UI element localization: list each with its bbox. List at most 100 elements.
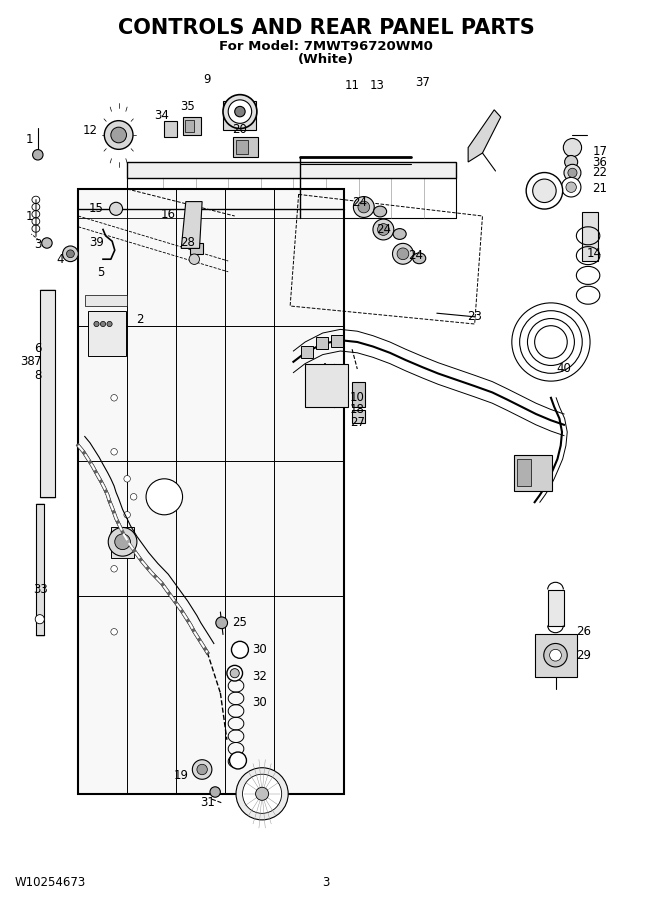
Text: 19: 19 (173, 770, 189, 782)
Text: (White): (White) (298, 53, 354, 67)
Bar (517, 459, 531, 486)
Circle shape (544, 644, 567, 667)
Circle shape (33, 149, 43, 160)
Circle shape (230, 752, 246, 769)
Circle shape (115, 534, 130, 550)
Bar (88, 310, 126, 356)
Circle shape (526, 173, 563, 209)
Text: 4: 4 (56, 253, 64, 266)
Bar (85, 295, 127, 306)
Text: 1: 1 (25, 133, 33, 146)
Text: 28: 28 (181, 237, 195, 249)
Bar (582, 212, 598, 261)
Circle shape (104, 121, 133, 149)
Text: 11: 11 (344, 79, 360, 92)
Text: 24: 24 (352, 196, 368, 209)
Text: 21: 21 (592, 183, 608, 195)
Polygon shape (468, 110, 501, 162)
Bar (331, 335, 343, 347)
Circle shape (227, 665, 243, 681)
Bar (548, 590, 564, 625)
Circle shape (231, 642, 248, 658)
Text: 39: 39 (89, 237, 104, 249)
Bar (190, 243, 203, 254)
Text: 14: 14 (587, 248, 602, 260)
Text: 17: 17 (592, 145, 608, 158)
Text: 24: 24 (408, 249, 424, 262)
Circle shape (568, 168, 577, 177)
Circle shape (63, 246, 78, 262)
Circle shape (108, 527, 137, 556)
Circle shape (533, 179, 556, 203)
Text: 6: 6 (34, 342, 42, 355)
Circle shape (243, 774, 282, 814)
Text: 9: 9 (203, 73, 211, 86)
Text: 20: 20 (233, 123, 247, 136)
Text: 13: 13 (370, 79, 384, 92)
Circle shape (223, 94, 257, 129)
Text: 34: 34 (155, 109, 169, 122)
Circle shape (192, 760, 212, 779)
Circle shape (216, 616, 228, 629)
Polygon shape (181, 202, 202, 248)
Circle shape (130, 493, 137, 500)
Bar (352, 382, 365, 407)
Text: 25: 25 (233, 616, 247, 629)
Bar (111, 526, 134, 558)
Text: 1: 1 (25, 210, 33, 222)
Text: CONTROLS AND REAR PANEL PARTS: CONTROLS AND REAR PANEL PARTS (117, 18, 535, 38)
Bar (301, 346, 313, 358)
Circle shape (373, 219, 394, 240)
Text: 32: 32 (252, 670, 267, 683)
Text: 15: 15 (89, 202, 104, 215)
Text: 26: 26 (576, 626, 591, 638)
Text: 35: 35 (181, 100, 195, 112)
Text: 8: 8 (34, 369, 42, 382)
Ellipse shape (146, 479, 183, 515)
Text: W10254673: W10254673 (15, 876, 86, 888)
Circle shape (563, 139, 582, 157)
Bar (36, 504, 44, 634)
Circle shape (561, 177, 581, 197)
Text: 36: 36 (593, 156, 607, 168)
Circle shape (94, 321, 99, 327)
Circle shape (210, 787, 220, 797)
Circle shape (566, 182, 576, 193)
Text: 40: 40 (557, 363, 571, 375)
Text: 2: 2 (136, 313, 144, 326)
Circle shape (124, 475, 130, 482)
Circle shape (111, 394, 117, 401)
Circle shape (111, 628, 117, 635)
Circle shape (100, 321, 106, 327)
Text: 7: 7 (34, 356, 42, 368)
Bar (514, 454, 552, 490)
Circle shape (107, 321, 112, 327)
Bar (78, 189, 344, 794)
Text: 29: 29 (576, 649, 591, 662)
Circle shape (42, 238, 52, 248)
Circle shape (393, 243, 413, 265)
Circle shape (67, 250, 74, 257)
Circle shape (358, 201, 370, 213)
Text: 27: 27 (349, 417, 365, 429)
Circle shape (565, 156, 578, 168)
Circle shape (564, 165, 581, 181)
Text: 3: 3 (322, 876, 330, 888)
Ellipse shape (393, 229, 406, 239)
Bar (535, 634, 577, 677)
Text: 38: 38 (20, 356, 35, 368)
Circle shape (353, 196, 374, 218)
Text: 30: 30 (252, 696, 267, 708)
Circle shape (230, 669, 239, 678)
Bar (233, 137, 258, 157)
Bar (223, 101, 256, 130)
Bar (352, 410, 365, 423)
Text: 31: 31 (200, 796, 215, 809)
Circle shape (256, 788, 269, 800)
Text: 16: 16 (160, 208, 176, 220)
Text: For Model: 7MWT96720WM0: For Model: 7MWT96720WM0 (219, 40, 433, 52)
Circle shape (110, 202, 123, 215)
Circle shape (228, 100, 252, 123)
Circle shape (550, 649, 561, 662)
Text: 3: 3 (34, 238, 42, 251)
